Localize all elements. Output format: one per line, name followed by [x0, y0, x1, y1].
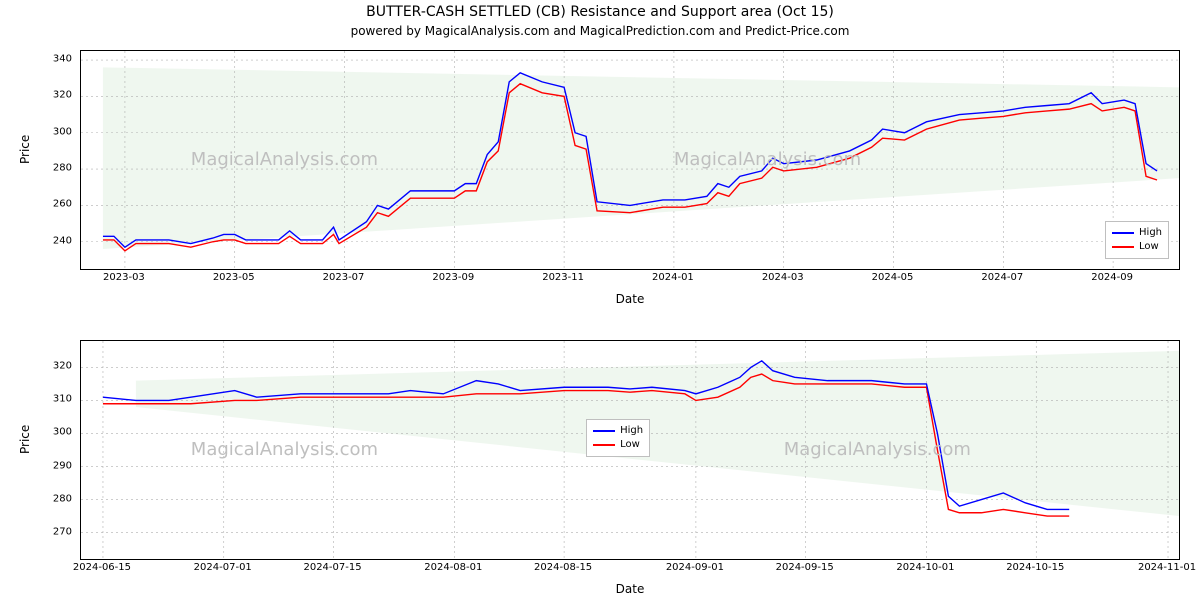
y-tick-label: 240 — [53, 235, 72, 246]
y-tick-label: 260 — [53, 199, 72, 210]
x-tick-label: 2024-09-15 — [776, 562, 834, 573]
x-tick-label: 2023-11 — [542, 272, 584, 283]
x-tick-label: 2023-05 — [213, 272, 255, 283]
x-tick-label: 2024-09-01 — [666, 562, 724, 573]
x-tick-label: 2024-10-15 — [1006, 562, 1064, 573]
y-tick-labels: 270 280 290 300 310 320 — [30, 340, 76, 558]
legend-label: High — [620, 424, 643, 438]
chart-subtitle: powered by MagicalAnalysis.com and Magic… — [0, 24, 1200, 38]
chart-svg-1 — [81, 51, 1179, 269]
x-tick-label: 2024-09 — [1091, 272, 1133, 283]
x-tick-labels: 2023-03 2023-05 2023-07 2023-09 2023-11 2024-… — [80, 272, 1178, 286]
y-tick-labels: 240 260 280 300 320 340 — [30, 50, 76, 268]
x-tick-label: 2023-07 — [323, 272, 365, 283]
x-tick-label: 2024-06-15 — [73, 562, 131, 573]
legend-item: Low — [1112, 240, 1162, 254]
x-tick-label: 2024-03 — [762, 272, 804, 283]
x-tick-label: 2024-11-01 — [1138, 562, 1196, 573]
legend-item: High — [1112, 226, 1162, 240]
x-tick-label: 2023-09 — [432, 272, 474, 283]
x-axis-label-2: Date — [80, 582, 1180, 596]
legend-item: Low — [593, 438, 643, 452]
chart-title: BUTTER-CASH SETTLED (CB) Resistance and … — [0, 4, 1200, 20]
legend-swatch — [1112, 232, 1134, 234]
legend: HighLow — [586, 419, 650, 457]
x-tick-label: 2024-07-15 — [303, 562, 361, 573]
x-tick-label: 2024-10-01 — [896, 562, 954, 573]
x-tick-label: 2023-03 — [103, 272, 145, 283]
legend-label: Low — [1139, 240, 1159, 254]
y-tick-label: 300 — [53, 126, 72, 137]
support-resistance-shade — [103, 67, 1179, 249]
x-tick-label: 2024-07 — [981, 272, 1023, 283]
x-tick-label: 2024-05 — [872, 272, 914, 283]
y-tick-label: 280 — [53, 163, 72, 174]
y-tick-label: 290 — [53, 460, 72, 471]
x-axis-label-1: Date — [80, 292, 1180, 306]
x-tick-label: 2024-01 — [652, 272, 694, 283]
legend-swatch — [593, 430, 615, 432]
legend-label: Low — [620, 438, 640, 452]
legend: HighLow — [1105, 221, 1169, 259]
legend-label: High — [1139, 226, 1162, 240]
y-tick-label: 320 — [53, 361, 72, 372]
y-tick-label: 300 — [53, 427, 72, 438]
legend-swatch — [1112, 246, 1134, 248]
y-tick-label: 310 — [53, 394, 72, 405]
y-tick-label: 340 — [53, 54, 72, 65]
x-tick-labels: 2024-06-152024-07-012024-07-152024-08-01… — [80, 562, 1178, 576]
chart-panel-2: MagicalAnalysis.comMagicalAnalysis.comHi… — [80, 340, 1180, 560]
legend-swatch — [593, 444, 615, 446]
legend-item: High — [593, 424, 643, 438]
y-tick-label: 320 — [53, 90, 72, 101]
x-tick-label: 2024-07-01 — [194, 562, 252, 573]
y-tick-label: 270 — [53, 526, 72, 537]
chart-panel-1: MagicalAnalysis.comMagicalAnalysis.comHi… — [80, 50, 1180, 270]
x-tick-label: 2024-08-15 — [534, 562, 592, 573]
y-tick-label: 280 — [53, 493, 72, 504]
x-tick-label: 2024-08-01 — [424, 562, 482, 573]
